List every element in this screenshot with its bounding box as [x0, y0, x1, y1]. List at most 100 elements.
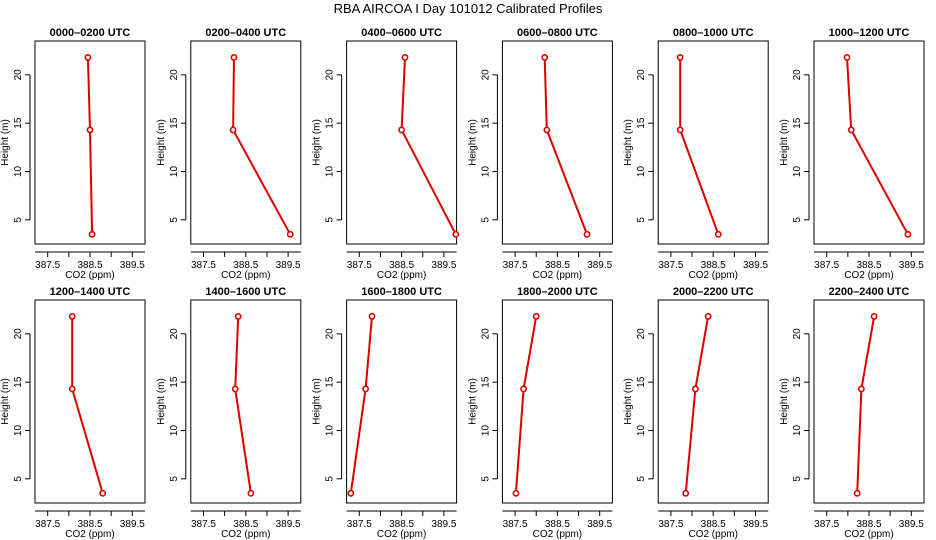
x-axis-label: CO2 (ppm) [844, 270, 893, 281]
x-tick-label: 389.5 [431, 519, 456, 530]
panel-title: 1600–1800 UTC [361, 286, 442, 298]
profile-line [349, 316, 373, 494]
y-tick-label: 15 [13, 376, 24, 388]
x-axis: 387.5 388.5 389.5 CO2 (ppm) [346, 510, 457, 540]
x-tick-label: 389.5 [276, 260, 301, 271]
y-tick-label: 10 [169, 166, 180, 178]
y-tick-label: 15 [169, 376, 180, 388]
profile-line [684, 316, 710, 494]
plot-frame [501, 299, 613, 504]
y-axis: 5 10 15 20 Height (m) [156, 328, 187, 482]
y-axis-label: Height (m) [779, 119, 790, 166]
plot-frame [190, 40, 302, 245]
profile-line [846, 57, 909, 235]
y-tick-label: 10 [792, 425, 803, 437]
data-point [99, 489, 107, 497]
plot-frame [346, 299, 458, 504]
y-axis: 5 10 15 20 Height (m) [156, 69, 187, 223]
y-axis: 5 10 15 20 Height (m) [779, 69, 810, 223]
y-axis-label: Height (m) [156, 119, 167, 166]
y-axis-label: Height (m) [312, 119, 323, 166]
y-tick-label: 10 [13, 166, 24, 178]
x-axis-label: CO2 (ppm) [844, 529, 893, 540]
y-tick-label: 10 [169, 425, 180, 437]
y-tick-label: 15 [13, 117, 24, 129]
panel-title: 2000–2200 UTC [673, 286, 754, 298]
data-point [68, 313, 76, 320]
y-tick-label: 5 [480, 217, 491, 223]
x-tick-label: 387.5 [658, 260, 683, 271]
profile-panel: 1200–1400 UTC 387.5 388.5 389.5 CO2 (ppm) 5 10… [0, 286, 146, 540]
panel-title: 0000–0200 UTC [50, 27, 131, 39]
profile-line [514, 316, 538, 494]
x-axis: 387.5 388.5 389.5 CO2 (ppm) [35, 510, 145, 540]
x-axis: 387.5 388.5 389.5 CO2 (ppm) [658, 251, 768, 281]
y-tick-label: 15 [480, 117, 491, 129]
plot-frame [34, 299, 146, 504]
y-tick-label: 10 [480, 425, 491, 437]
x-tick-label: 389.5 [587, 519, 612, 530]
data-point [231, 385, 239, 393]
x-tick-label: 388.5 [545, 519, 570, 530]
y-axis: 5 10 15 20 Height (m) [312, 69, 343, 223]
x-axis-label: CO2 (ppm) [221, 270, 270, 281]
x-tick-label: 387.5 [191, 260, 216, 271]
y-tick-label: 20 [480, 69, 491, 81]
data-point [347, 489, 355, 497]
data-point [543, 126, 551, 134]
data-point [692, 385, 699, 393]
data-point [853, 489, 861, 497]
x-tick-label: 388.5 [701, 260, 726, 271]
y-axis: 5 10 15 20 Height (m) [467, 328, 498, 482]
panel-title: 1200–1400 UTC [50, 286, 131, 298]
y-axis-label: Height (m) [623, 378, 634, 425]
y-tick-label: 5 [792, 217, 803, 223]
data-point [843, 54, 851, 61]
x-tick-label: 387.5 [503, 260, 528, 271]
y-tick-label: 15 [792, 376, 803, 388]
data-point [84, 54, 92, 61]
x-tick-label: 389.5 [899, 519, 924, 530]
x-axis-label: CO2 (ppm) [688, 529, 737, 540]
y-axis-label: Height (m) [312, 378, 323, 425]
x-tick-label: 388.5 [545, 260, 570, 271]
profile-line [679, 57, 720, 235]
profile-line [400, 57, 457, 235]
data-point [230, 54, 238, 61]
x-axis-label: CO2 (ppm) [65, 270, 114, 281]
y-tick-label: 5 [169, 476, 180, 482]
y-tick-label: 5 [480, 476, 491, 482]
y-tick-label: 15 [325, 117, 336, 129]
y-tick-label: 10 [13, 425, 24, 437]
x-tick-label: 387.5 [814, 260, 839, 271]
y-tick-label: 5 [325, 217, 336, 223]
data-point [229, 126, 237, 134]
y-tick-label: 10 [325, 166, 336, 178]
x-tick-label: 388.5 [856, 519, 881, 530]
y-axis: 5 10 15 20 Height (m) [779, 328, 810, 482]
plot-frame [813, 299, 925, 504]
x-tick-label: 388.5 [233, 260, 258, 271]
x-axis: 387.5 388.5 389.5 CO2 (ppm) [502, 510, 613, 540]
x-axis: 387.5 388.5 389.5 CO2 (ppm) [502, 251, 613, 281]
x-tick-label: 389.5 [743, 260, 768, 271]
panel-title: 1800–2000 UTC [517, 286, 598, 298]
x-tick-label: 389.5 [120, 260, 145, 271]
profile-panel: 2000–2200 UTC 387.5 388.5 389.5 CO2 (ppm) 5 10… [623, 286, 769, 540]
data-point [88, 230, 96, 238]
profile-panel: 0200–0400 UTC 387.5 388.5 389.5 CO2 (ppm) 5 10… [156, 27, 302, 281]
y-axis-label: Height (m) [0, 119, 11, 166]
x-axis: 387.5 388.5 389.5 CO2 (ppm) [814, 251, 924, 281]
y-tick-label: 5 [636, 217, 647, 223]
profile-panel: 0400–0600 UTC 387.5 388.5 389.5 CO2 (ppm) 5 10… [312, 27, 460, 281]
y-tick-label: 5 [13, 217, 24, 223]
y-tick-label: 20 [325, 69, 336, 81]
plot-frame [501, 40, 613, 245]
x-tick-label: 387.5 [35, 260, 60, 271]
data-point [362, 385, 370, 393]
y-axis-label: Height (m) [0, 378, 11, 425]
y-axis: 5 10 15 20 Height (m) [623, 328, 654, 482]
panel-title: 0400–0600 UTC [361, 27, 442, 39]
profile-panel: 0600–0800 UTC 387.5 388.5 389.5 CO2 (ppm) 5 10… [467, 27, 613, 281]
